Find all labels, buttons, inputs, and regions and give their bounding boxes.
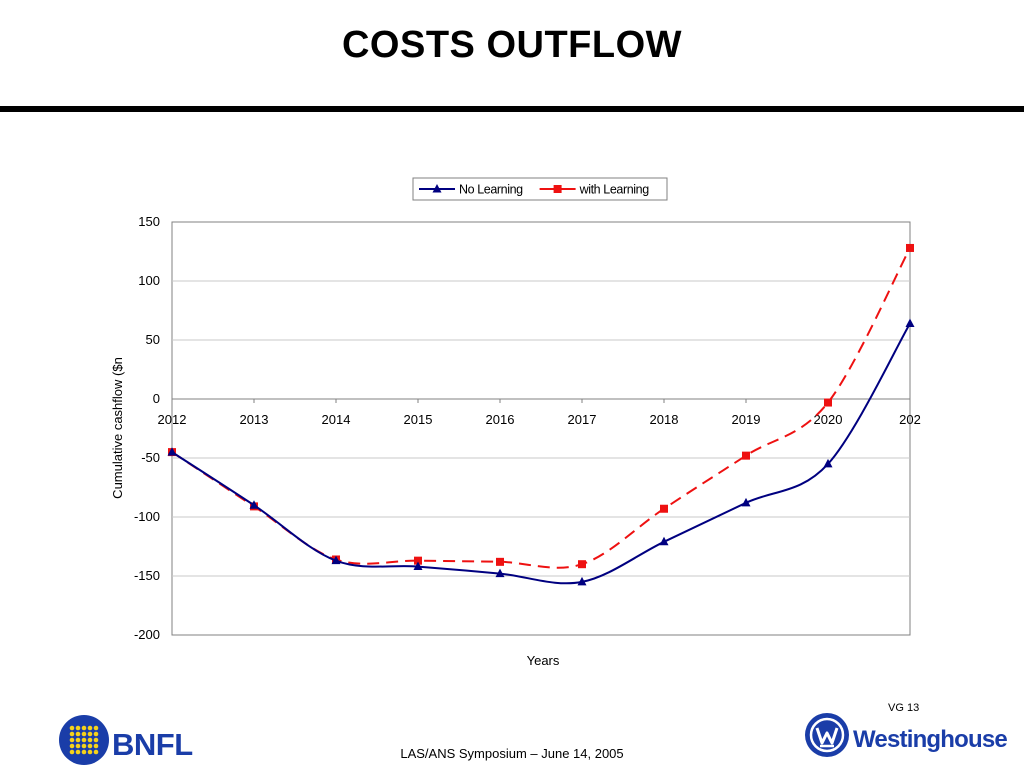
data-point-no-learning: [741, 497, 751, 507]
data-point-no-learning: [905, 318, 915, 327]
legend-label-no-learning: No Learning: [459, 183, 523, 197]
y-tick-label: 100: [138, 273, 160, 288]
data-point-with-learning: [742, 451, 750, 460]
x-tick-label: 2018: [650, 412, 679, 427]
westinghouse-w-circle-icon: [805, 713, 849, 757]
y-tick-label: -50: [141, 450, 160, 465]
x-tick-label: 2014: [322, 412, 351, 427]
series-line-no-learning: [171, 322, 911, 585]
x-tick-label: 2012: [158, 412, 187, 427]
westinghouse-logo-text: Westinghouse: [853, 726, 1008, 753]
x-tick-label: 2013: [240, 412, 269, 427]
x-tick-label: 2020: [814, 412, 843, 427]
x-tick-label: 2016: [486, 412, 515, 427]
chart: 150 100 50 0 -50 -100 -150 -200 2012 2013 2014 2015…: [110, 177, 921, 668]
data-point-with-learning: [906, 243, 914, 252]
slide-number: VG 13: [888, 702, 920, 714]
x-tick-label: 2015: [404, 412, 433, 427]
data-point-no-learning: [331, 555, 341, 565]
y-tick-label: -150: [134, 568, 160, 583]
bnfl-dot-grid-icon: [59, 715, 109, 765]
y-tick-label: 50: [146, 332, 160, 347]
footer-text: LAS/ANS Symposium – June 14, 2005: [400, 746, 624, 761]
y-tick-label: 0: [153, 391, 160, 406]
plot-area: [171, 221, 911, 636]
data-point-no-learning: [823, 458, 833, 468]
data-point-no-learning: [167, 447, 177, 456]
bnfl-logo-text: BNFL: [112, 727, 193, 762]
chart-legend: No Learning with Learning: [412, 177, 668, 201]
legend-marker-no-learning: [432, 184, 442, 193]
data-point-no-learning: [249, 500, 259, 509]
y-tick-label: -100: [134, 509, 160, 524]
data-point-with-learning: [414, 556, 422, 565]
y-tick-label: -200: [134, 627, 160, 642]
data-point-with-learning: [578, 560, 586, 569]
slide-title: COSTS OUTFLOW: [341, 24, 683, 66]
legend-label-with-learning: with Learning: [579, 183, 650, 197]
y-tick-label: 150: [138, 214, 160, 229]
data-point-no-learning: [577, 576, 587, 586]
y-axis-label: Cumulative cashflow ($n: [110, 357, 125, 499]
data-point-no-learning: [413, 561, 423, 571]
x-tick-label: 202: [899, 412, 921, 427]
x-tick-label: 2017: [568, 412, 597, 427]
data-point-with-learning: [496, 557, 504, 566]
x-tick-label: 2019: [732, 412, 761, 427]
x-axis-label: Years: [527, 653, 560, 668]
data-point-no-learning: [495, 568, 505, 578]
data-point-with-learning: [660, 504, 668, 513]
legend-marker-with-learning: [553, 185, 562, 193]
data-point-with-learning: [824, 398, 832, 407]
data-point-no-learning: [659, 536, 669, 546]
title-divider: [0, 106, 1024, 112]
